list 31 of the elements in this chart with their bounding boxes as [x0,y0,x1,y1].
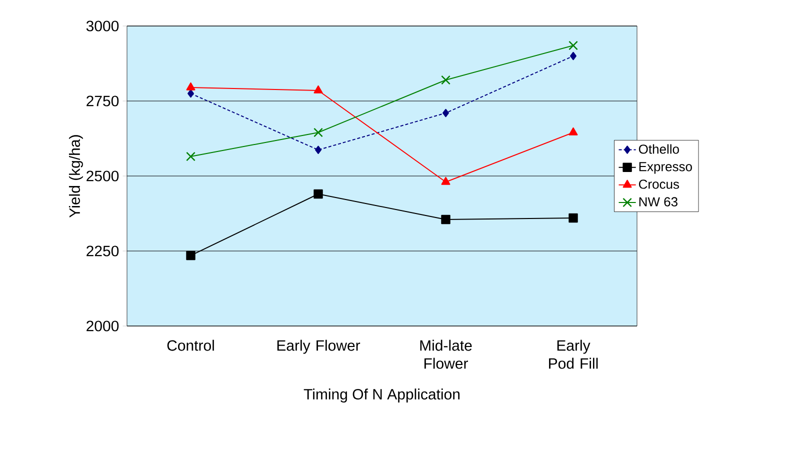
point [315,146,322,154]
point [314,85,323,94]
x-tick-label: Early Pod Fill [549,340,598,369]
x-tick-label: Early Flower [277,340,360,354]
y-tick-label: 2000 [86,320,119,332]
point [568,213,578,223]
point [186,152,196,161]
x-axis-title: Timing Of N Application [304,388,460,403]
point [441,76,450,84]
legend-label: Crocus [638,180,680,189]
y-tick-label: 2250 [86,246,119,256]
y-axis-title: Yield (kg/ha) [68,135,83,218]
legend-label: Expresso [639,162,692,174]
legend-label: NW 63 [639,197,678,206]
point [570,52,576,60]
y-tick-label: 2750 [86,96,119,106]
point [186,250,196,260]
x-tick-label: Mid-late Flower [420,340,472,369]
point [188,89,194,98]
point [186,82,196,90]
point [441,214,450,224]
point [314,189,323,199]
point [442,108,449,118]
y-tick-label: 3000 [86,20,119,32]
point [314,128,323,138]
point [441,176,450,185]
y-tick-label: 2500 [86,170,119,182]
x-tick-label: Control [167,340,214,351]
legend-label: Othello [638,144,679,154]
point [568,41,578,50]
point [568,127,578,136]
